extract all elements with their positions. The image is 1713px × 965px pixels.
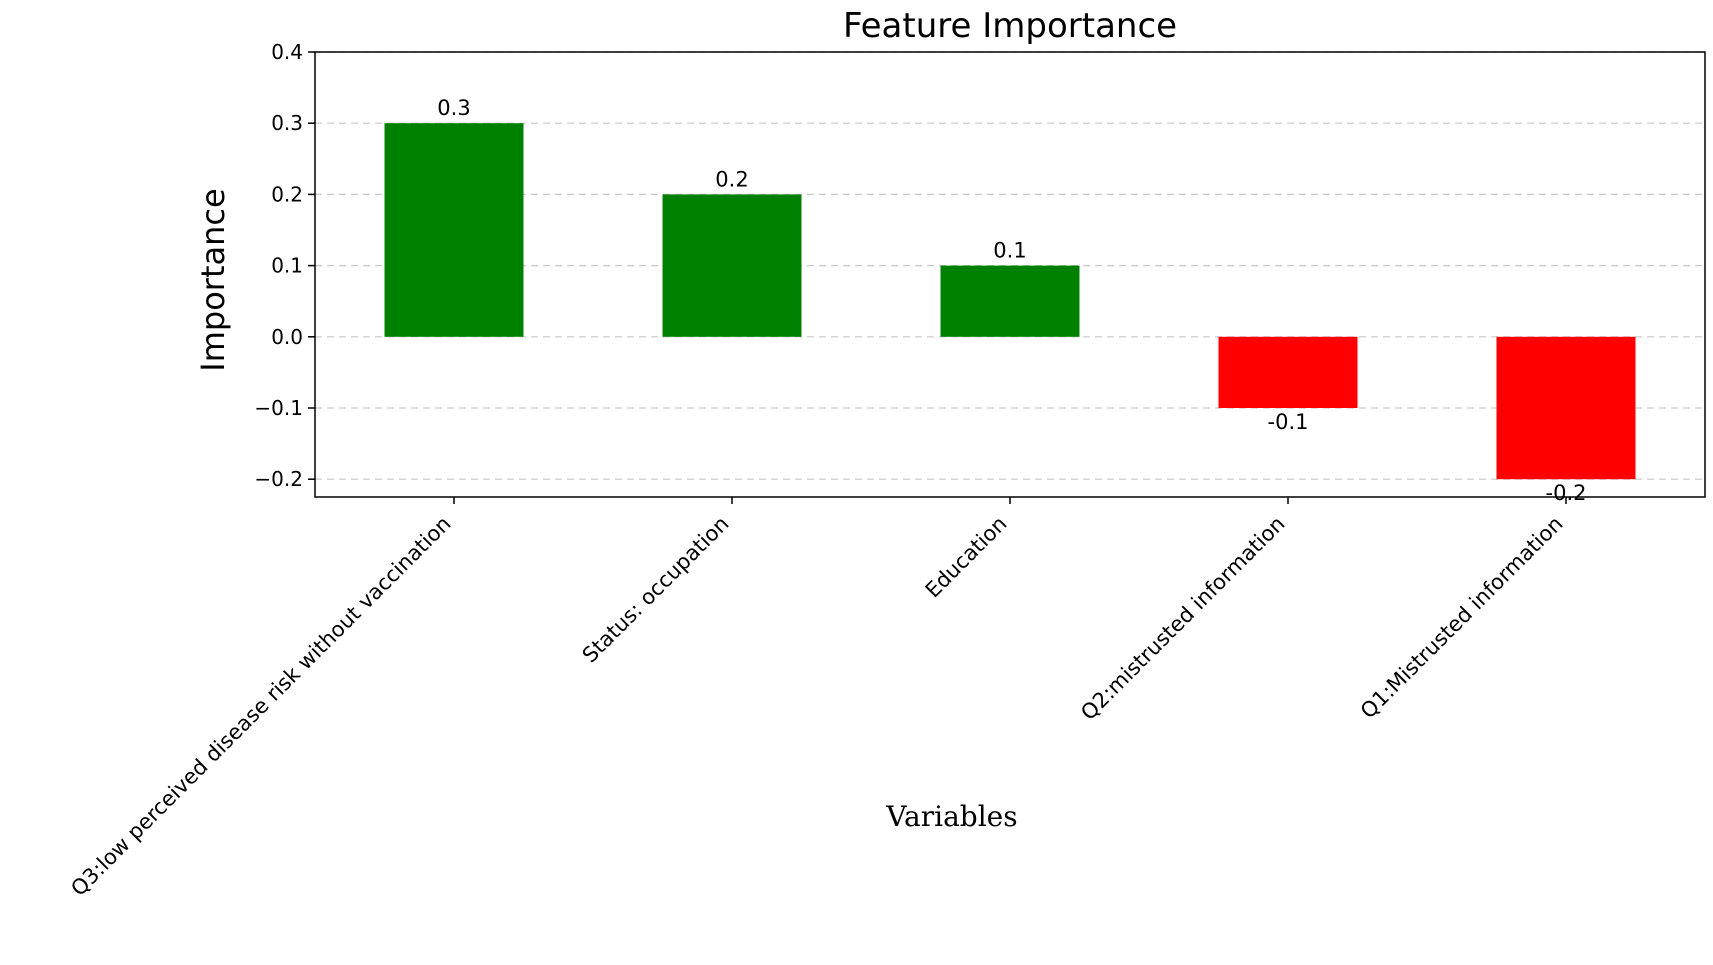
y-tick-label: 0.2 — [271, 182, 303, 206]
bar — [1218, 336, 1358, 408]
x-tick-label: Q2:mistrusted information — [1076, 512, 1289, 725]
x-axis-label: Variables — [885, 800, 1017, 833]
x-tick-label: Education — [921, 512, 1012, 603]
y-tick-label: 0.3 — [271, 111, 303, 135]
bar — [940, 265, 1080, 337]
y-tick-label: −0.1 — [254, 396, 303, 420]
x-tick-label: Q1:Mistrusted information — [1356, 512, 1568, 724]
bar-value-label: 0.1 — [993, 239, 1026, 263]
y-tick-label: 0.0 — [271, 325, 303, 349]
bars — [384, 123, 1636, 480]
y-axis-ticks: 0.4 0.3 0.2 0.1 0.0 −0.1 −0.2 — [254, 40, 315, 491]
x-axis-ticks: Q3:low perceived disease risk without va… — [66, 497, 1568, 901]
bar — [662, 194, 802, 337]
x-tick-label: Q3:low perceived disease risk without va… — [66, 512, 455, 901]
bar-value-label: 0.3 — [437, 96, 470, 120]
y-tick-label: 0.4 — [271, 40, 303, 64]
bar-value-label: -0.2 — [1546, 481, 1587, 505]
chart-title: Feature Importance — [843, 6, 1177, 46]
x-tick-label: Status: occupation — [578, 512, 734, 668]
y-tick-label: 0.1 — [271, 254, 303, 278]
bar-value-labels: 0.3 0.2 0.1 -0.1 -0.2 — [437, 96, 1586, 505]
bar-value-label: 0.2 — [715, 167, 748, 191]
grid-lines — [315, 51, 1705, 480]
y-tick-label: −0.2 — [254, 467, 303, 491]
bar — [1496, 336, 1636, 480]
y-axis-label: Importance — [194, 188, 232, 371]
bar — [384, 123, 524, 337]
bar-value-label: -0.1 — [1268, 410, 1309, 434]
